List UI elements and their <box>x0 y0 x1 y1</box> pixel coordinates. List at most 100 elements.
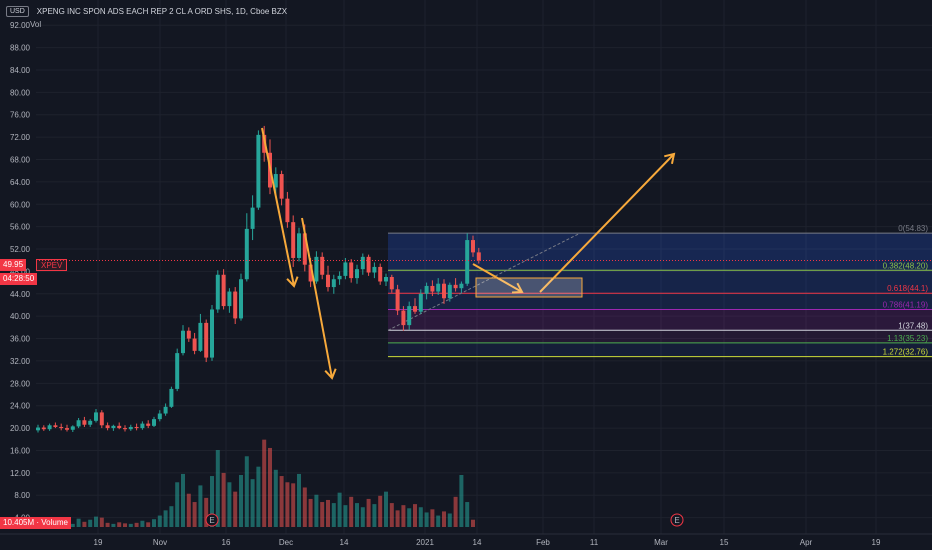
candle <box>436 278 441 295</box>
candle <box>465 233 470 286</box>
candle-body <box>436 283 441 292</box>
candle <box>366 254 371 276</box>
volume-bar <box>447 513 452 527</box>
volume-bar <box>221 472 226 527</box>
price-tick-label: 68.00 <box>10 155 31 164</box>
price-tick-label: 48.00 <box>10 267 31 276</box>
price-tick-label: 64.00 <box>10 178 31 187</box>
arrow-shaft <box>261 127 295 287</box>
candle <box>476 247 481 264</box>
candle-body <box>378 266 383 282</box>
price-tick-label: 84.00 <box>10 66 31 75</box>
candle <box>215 270 220 313</box>
candle-body <box>163 406 168 414</box>
volume-indicator-label[interactable]: Vol <box>30 20 42 29</box>
volume-bar <box>366 498 371 527</box>
candle-body <box>465 240 470 284</box>
earnings-event-marker: E <box>670 513 684 527</box>
candle <box>36 424 40 433</box>
fib-zone <box>388 293 932 310</box>
candle-body <box>424 285 429 294</box>
candle-body <box>123 428 127 430</box>
candle-body <box>389 277 394 290</box>
volume-bar <box>355 503 359 527</box>
time-tick-label: Nov <box>153 538 167 547</box>
candle <box>53 422 58 429</box>
volume-bar <box>128 523 133 527</box>
candle <box>76 418 81 429</box>
currency-badge[interactable]: USD <box>6 6 29 17</box>
volume-bar <box>169 506 174 527</box>
time-tick-label: 19 <box>94 538 103 547</box>
volume-bar <box>291 483 296 527</box>
volume-bar <box>215 450 220 527</box>
candle-body <box>447 284 452 299</box>
candle <box>389 274 394 293</box>
volume-bar <box>378 495 383 527</box>
ticker-label: XPEV <box>36 259 68 271</box>
volume-bar <box>372 504 377 527</box>
symbol-title[interactable]: XPENG INC SPON ADS EACH REP 2 CL A ORD S… <box>36 7 288 16</box>
candle-body <box>59 426 64 429</box>
time-tick-label: 14 <box>473 538 482 547</box>
fib-zone <box>388 309 932 331</box>
fib-level-label: 1.272(32.76) <box>883 348 929 357</box>
candle <box>355 264 359 284</box>
fibonacci-retracement[interactable]: 0(54.83) 0.382(48.20) 0.618(44.1) 0.786(41.… <box>387 224 932 358</box>
volume-bars <box>36 439 475 527</box>
volume-bar <box>262 439 267 527</box>
candle <box>221 269 226 310</box>
candle-body <box>308 264 313 282</box>
candle <box>326 265 330 292</box>
candle <box>140 421 145 430</box>
price-tick-label: 40.00 <box>10 312 31 321</box>
candle <box>99 410 104 429</box>
candle <box>47 423 52 431</box>
candle-body <box>192 338 197 351</box>
volume-bar <box>146 522 151 527</box>
price-tick-label: 80.00 <box>10 88 31 97</box>
candle-body <box>476 252 481 261</box>
volume-bar <box>152 519 156 527</box>
volume-bar <box>401 505 406 527</box>
candle-body <box>302 233 307 265</box>
candle-body <box>285 198 290 223</box>
candle-body <box>366 256 371 273</box>
candle <box>430 280 435 297</box>
candle <box>239 273 243 321</box>
candle-body <box>430 285 435 292</box>
volume-bar <box>349 496 354 527</box>
candle <box>459 281 464 293</box>
fib-level-label: 1.13(35.23) <box>887 334 928 343</box>
candle-body <box>99 412 104 426</box>
candle <box>337 271 342 285</box>
candle-body <box>88 420 93 425</box>
volume-bar <box>256 466 261 527</box>
candle <box>157 410 162 422</box>
price-tick-label: 72.00 <box>10 133 31 142</box>
volume-bar <box>99 517 104 527</box>
volume-value: 10.405M <box>3 518 35 527</box>
candle <box>128 424 133 431</box>
candle-body <box>70 426 75 430</box>
candle <box>320 252 325 280</box>
candle-body <box>331 279 336 288</box>
time-tick-label: 14 <box>340 538 349 547</box>
last-price-label: 49.95 <box>0 259 27 271</box>
volume-bar <box>123 523 127 527</box>
price-tick-label: 16.00 <box>10 446 31 455</box>
candle <box>256 130 261 210</box>
arrow-head <box>664 152 676 164</box>
volume-bar <box>465 502 470 527</box>
candle <box>146 420 151 429</box>
candle <box>407 301 412 330</box>
candle-body <box>297 233 301 258</box>
volume-bar <box>407 508 412 527</box>
candle <box>244 213 249 282</box>
chart-grid <box>36 0 932 534</box>
candle-body <box>418 293 423 312</box>
price-tick-label: 52.00 <box>10 245 31 254</box>
candle <box>424 282 429 300</box>
